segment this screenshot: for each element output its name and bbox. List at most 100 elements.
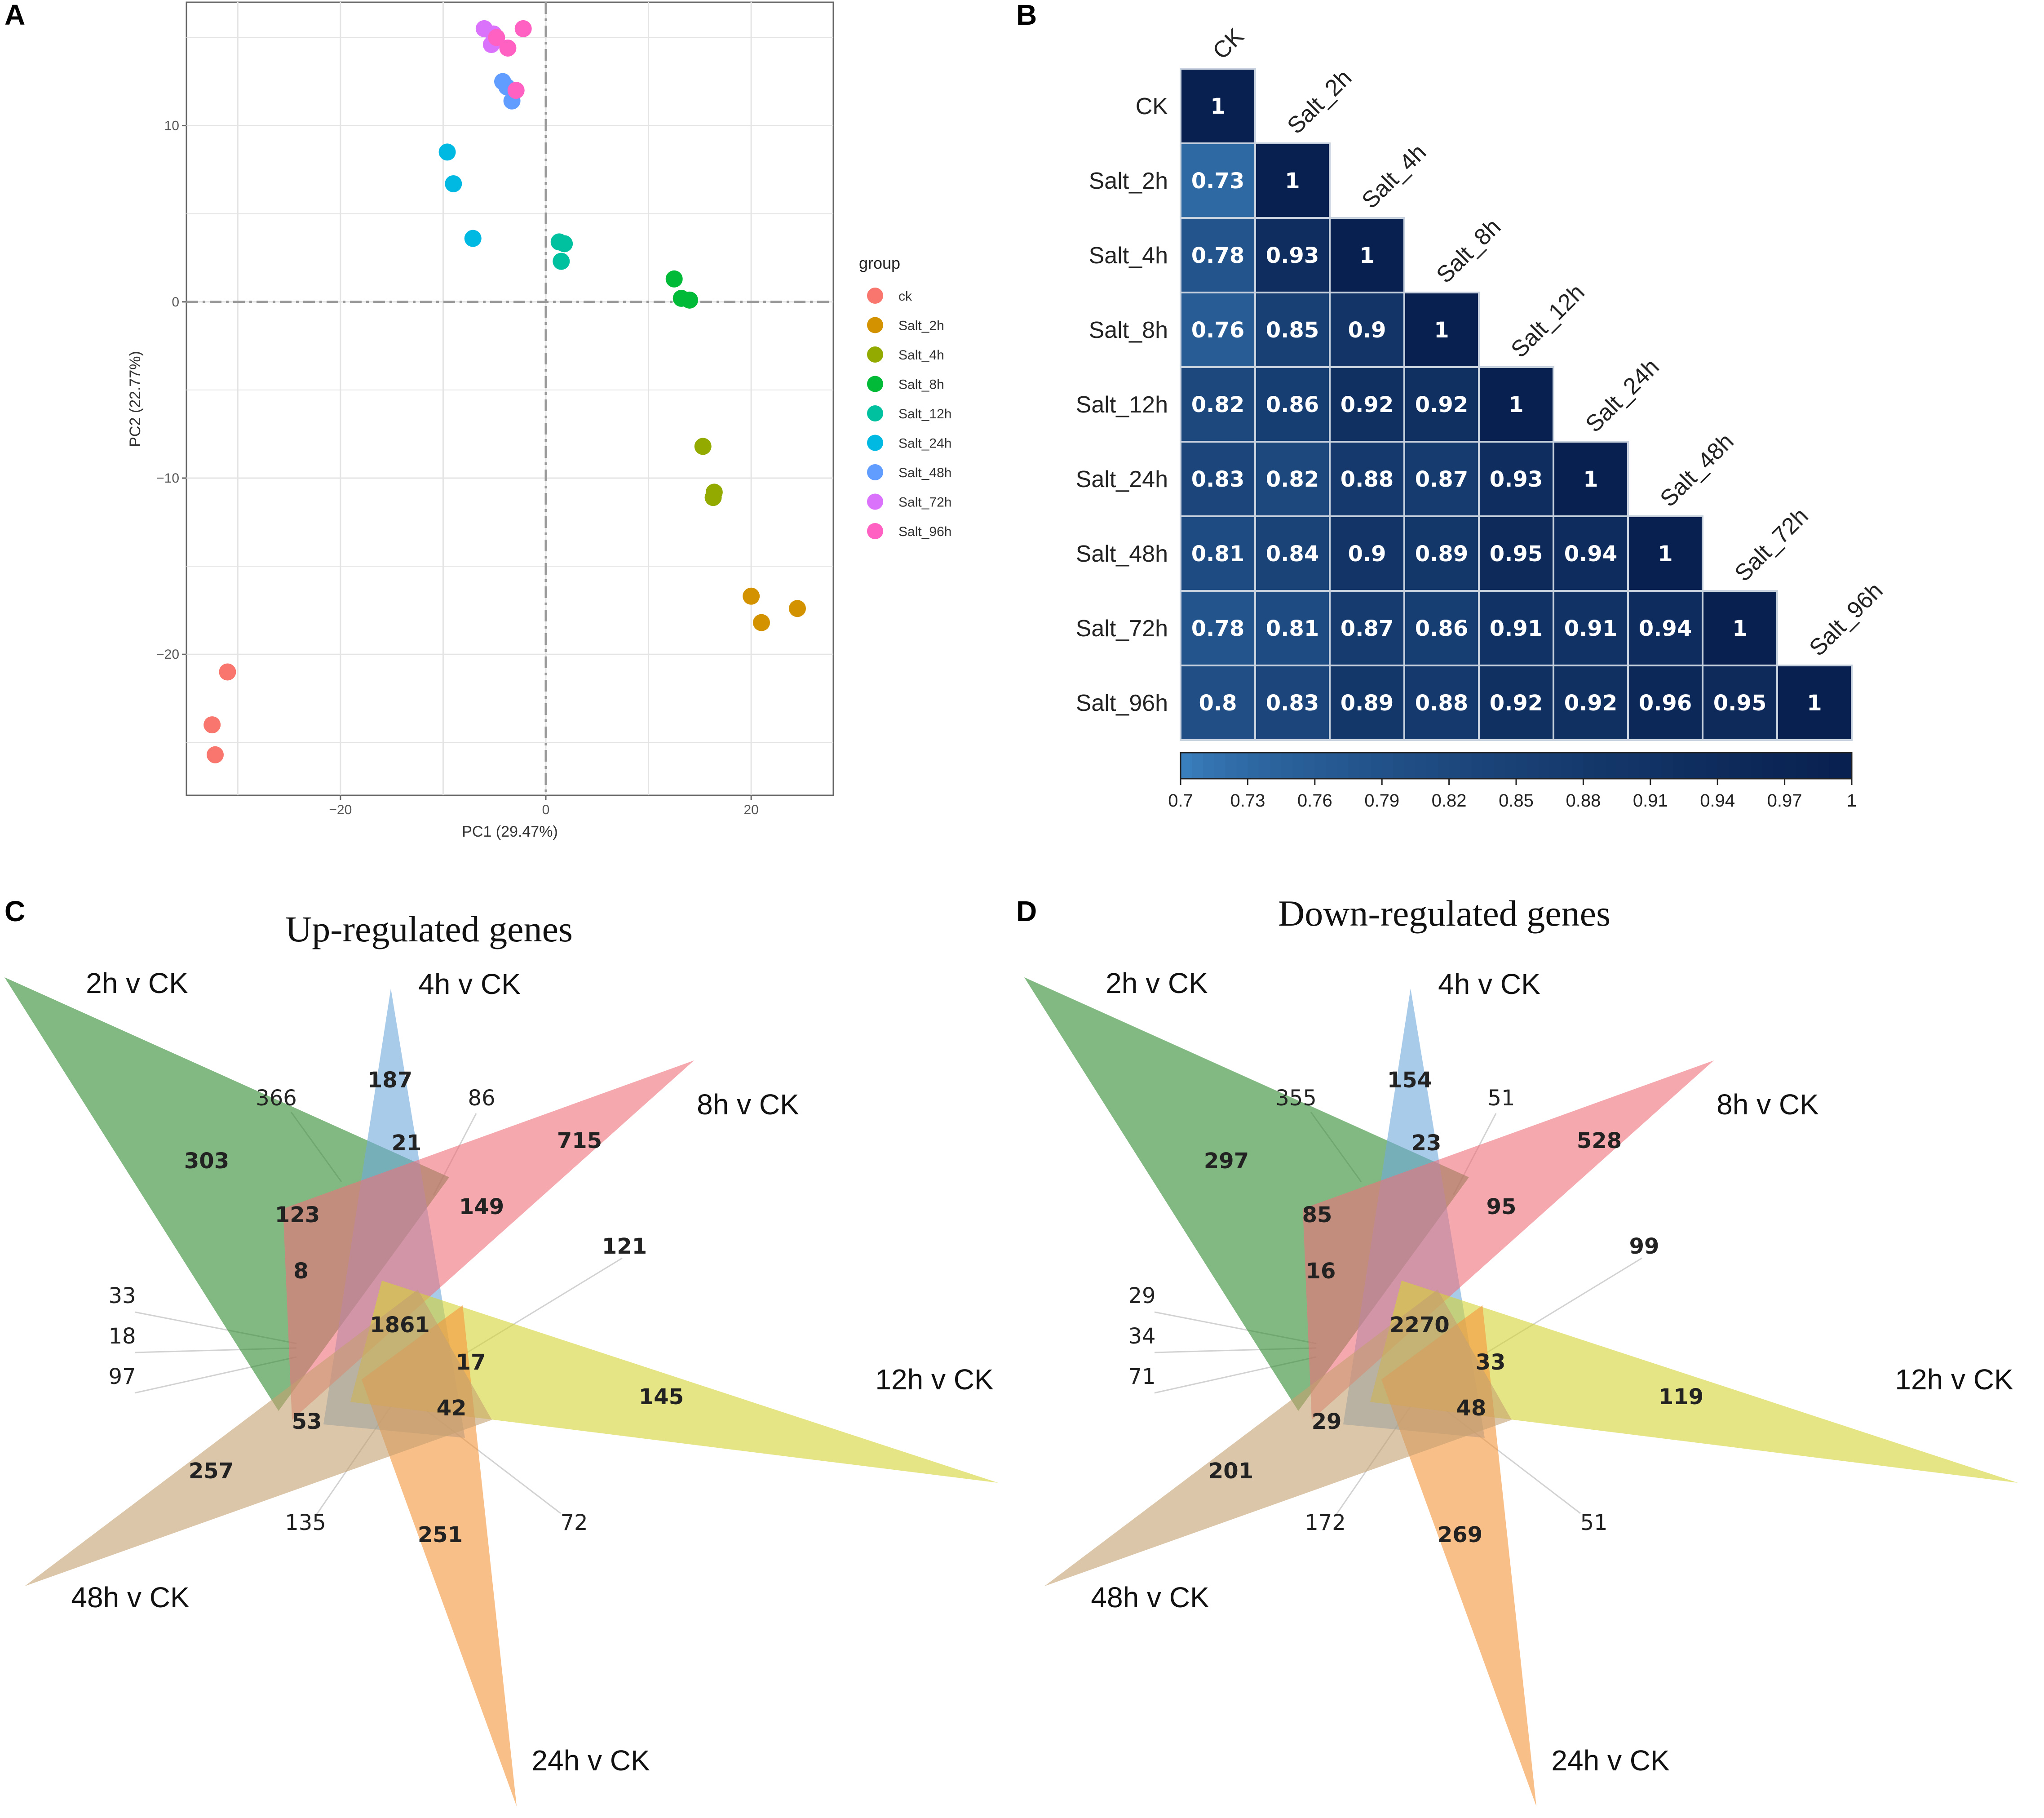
heatmap-cell-value: 1	[1434, 318, 1449, 343]
heatmap-cell-value: 0.8	[1199, 691, 1237, 716]
heatmap-cell-value: 0.87	[1341, 616, 1394, 641]
heatmap-cell-value: 0.93	[1490, 467, 1543, 492]
colorbar-segment	[1505, 753, 1517, 779]
pca-legend-title: group	[859, 254, 900, 272]
heatmap-cell	[1553, 441, 1629, 517]
heatmap-cell	[1254, 292, 1331, 368]
data-point-ck	[207, 746, 224, 763]
venn-down-regulated: Down-regulated genes 2h v CK 4h v CK 8h v C…	[1024, 893, 2018, 1806]
heatmap-row-label: Salt_24h	[1076, 466, 1168, 492]
heatmap-cell	[1329, 441, 1405, 517]
heatmap-row-label: Salt_4h	[1089, 243, 1168, 269]
heatmap-cell-value: 1	[1658, 541, 1672, 567]
colorbar-segment	[1460, 753, 1472, 779]
data-point-ck	[204, 716, 221, 734]
colorbar-segment	[1415, 753, 1427, 779]
heatmap-cell-value: 0.81	[1266, 616, 1319, 641]
heatmap-cell-value: 0.89	[1341, 691, 1394, 716]
legend-swatch	[867, 523, 883, 539]
heatmap-cell-value: 0.91	[1490, 616, 1543, 641]
heatmap-row-label: CK	[1136, 93, 1168, 120]
set-label-4h: 4h v CK	[1438, 968, 1540, 1000]
heatmap-cell	[1180, 366, 1256, 443]
colorbar-segment	[1438, 753, 1450, 779]
heatmap-cell	[1254, 441, 1331, 517]
venn-set-4	[350, 1281, 998, 1483]
heatmap-cell-value: 0.92	[1490, 691, 1543, 716]
legend-label: ck	[898, 289, 912, 304]
y-tick-label: −20	[156, 647, 179, 662]
venn-region-count: 154	[1387, 1068, 1432, 1093]
data-point-salt_96h	[488, 29, 505, 46]
set-label-8h: 8h v CK	[1717, 1088, 1819, 1121]
colorbar-segment	[1583, 753, 1595, 779]
colorbar-segment	[1225, 753, 1237, 779]
venn-title: Up-regulated genes	[285, 909, 573, 949]
heatmap-cell-value: 0.85	[1266, 318, 1319, 343]
set-label-24h: 24h v CK	[531, 1744, 650, 1777]
colorbar-tick-label: 0.94	[1700, 791, 1735, 811]
heatmap-column-label: Salt_72h	[1730, 503, 1813, 586]
heatmap-column-label: Salt_2h	[1282, 65, 1357, 139]
legend-label: Salt_12h	[898, 407, 951, 421]
heatmap-cell-value: 1	[1807, 691, 1822, 716]
panel-label-d: D	[1016, 895, 1037, 927]
venn-region-count: 97	[108, 1364, 136, 1389]
colorbar-segment	[1807, 753, 1819, 779]
heatmap-cell-value: 0.9	[1348, 318, 1386, 343]
heatmap-cell-value: 0.92	[1341, 392, 1394, 417]
colorbar-segment	[1762, 753, 1774, 779]
heatmap-cell-value: 0.82	[1266, 467, 1319, 492]
data-point-salt_96h	[514, 20, 532, 37]
colorbar-segment	[1617, 753, 1628, 779]
colorbar-tick-label: 0.76	[1297, 791, 1332, 811]
venn-region-count: 145	[639, 1384, 684, 1410]
colorbar-segment	[1214, 753, 1226, 779]
heatmap-cell-value: 0.82	[1191, 392, 1244, 417]
colorbar-segment	[1829, 753, 1841, 779]
venn-region-count: 51	[1580, 1510, 1607, 1535]
legend-label: Salt_72h	[898, 495, 951, 510]
venn-region-count: 18	[108, 1324, 136, 1349]
heatmap-cell-value: 0.86	[1415, 616, 1468, 641]
venn-region-count: 251	[418, 1522, 463, 1548]
heatmap-column-label: Salt_48h	[1655, 428, 1739, 512]
venn-region-count: 297	[1204, 1148, 1249, 1174]
pca-plot-frame	[186, 1, 834, 796]
colorbar-segment	[1751, 753, 1763, 779]
heatmap-cell-value: 0.83	[1191, 467, 1244, 492]
colorbar-tick-label: 0.97	[1767, 791, 1802, 811]
set-label-48h: 48h v CK	[71, 1581, 189, 1614]
legend-label: Salt_96h	[898, 524, 951, 539]
heatmap-cell-value: 1	[1509, 392, 1523, 417]
heatmap-colorbar: 0.7 0.73 0.76 0.79 0.82 0.85 0.88 0.91 0.94 0.97 1	[1168, 752, 1857, 811]
heatmap-cell-value: 1	[1732, 616, 1747, 641]
colorbar-segment	[1717, 753, 1730, 779]
set-label-4h: 4h v CK	[418, 968, 521, 1000]
heatmap-cell-value: 0.73	[1191, 168, 1244, 194]
heatmap-cell	[1329, 665, 1405, 741]
colorbar-segment	[1527, 753, 1539, 779]
panel-label-c: C	[4, 895, 25, 927]
colorbar-tick-label: 0.79	[1364, 791, 1399, 811]
colorbar-segment	[1281, 753, 1293, 779]
colorbar-segment	[1382, 753, 1394, 779]
colorbar-segment	[1538, 753, 1550, 779]
heatmap-column-label: Salt_4h	[1357, 139, 1431, 214]
venn-region-count: 269	[1438, 1522, 1482, 1548]
heatmap-cell-value: 0.84	[1266, 541, 1319, 567]
x-tick-label: −20	[329, 803, 352, 817]
data-point-salt_96h	[499, 39, 517, 57]
colorbar-tick-label: 0.7	[1168, 791, 1193, 811]
colorbar-segment	[1784, 753, 1796, 779]
colorbar-segment	[1494, 753, 1506, 779]
colorbar-segment	[1404, 753, 1416, 779]
heatmap-cell-value: 1	[1210, 94, 1225, 119]
data-point-salt_12h	[553, 253, 570, 270]
colorbar-segment	[1773, 753, 1785, 779]
colorbar-tick-label: 0.91	[1633, 791, 1668, 811]
colorbar-segment	[1661, 753, 1673, 779]
colorbar-segment	[1516, 753, 1528, 779]
colorbar-tick-label: 0.82	[1432, 791, 1467, 811]
venn-region-count: 29	[1312, 1409, 1342, 1434]
